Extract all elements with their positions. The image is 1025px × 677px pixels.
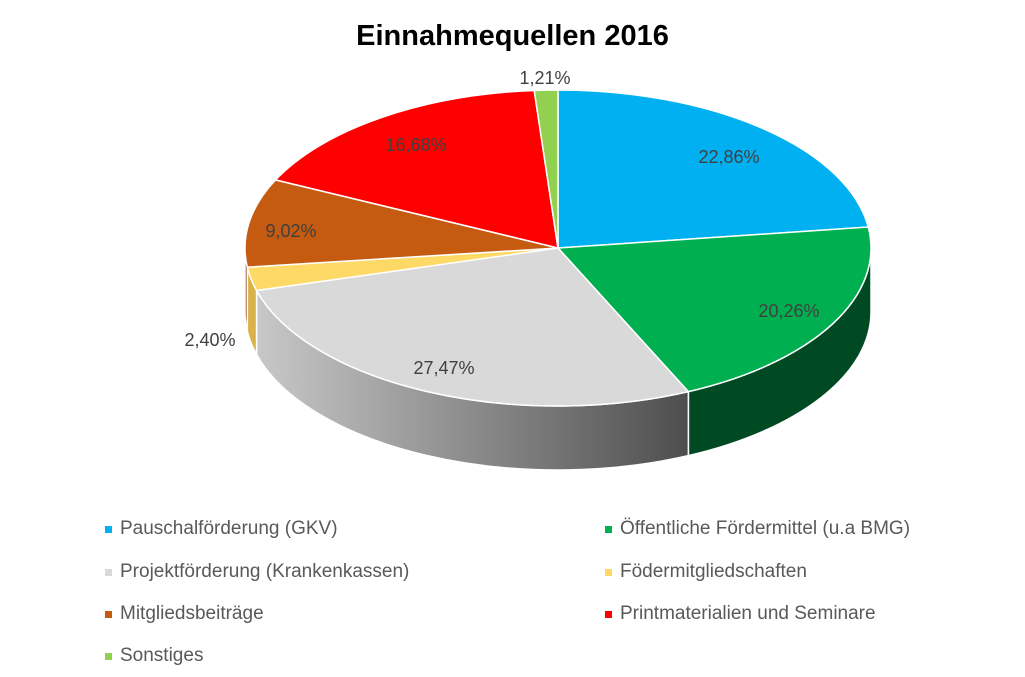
- chart-title: Einnahmequellen 2016: [356, 20, 669, 52]
- data-label: 22,86%: [698, 147, 759, 167]
- legend-swatch: [605, 610, 612, 618]
- pie-slice: [556, 226, 872, 393]
- pie-slice: [533, 89, 559, 249]
- legend-swatch: [105, 568, 112, 576]
- legend-label: Sonstiges: [120, 645, 204, 666]
- data-label: 9,02%: [265, 221, 316, 241]
- data-label: 2,40%: [184, 330, 235, 350]
- legend-swatch: [605, 525, 612, 533]
- legend-swatch: [105, 525, 112, 533]
- legend-swatch: [105, 610, 112, 618]
- data-label: 20,26%: [758, 301, 819, 321]
- pie-slice: [244, 179, 559, 268]
- legend-label: Printmaterialien und Seminare: [620, 603, 876, 624]
- legend-swatch: [105, 652, 112, 660]
- data-label: 1,21%: [519, 68, 570, 88]
- legend-item: Sonstiges: [105, 645, 203, 667]
- pie-slice: [255, 247, 690, 407]
- pie-slice: [557, 89, 870, 249]
- legend-item: Pauschalförderung (GKV): [105, 518, 338, 540]
- legend-label: Pauschalförderung (GKV): [120, 518, 338, 539]
- legend-item: Födermitgliedschaften: [605, 561, 807, 583]
- legend-item: Printmaterialien und Seminare: [605, 603, 876, 625]
- data-label: 27,47%: [413, 358, 474, 378]
- legend-label: Mitgliedsbeiträge: [120, 603, 264, 624]
- legend-label: Öffentliche Fördermittel (u.a BMG): [620, 518, 911, 539]
- legend-swatch: [605, 568, 612, 576]
- pie-slice: [274, 89, 559, 249]
- legend-label: Projektförderung (Krankenkassen): [120, 561, 410, 582]
- legend-item: Projektförderung (Krankenkassen): [105, 561, 409, 583]
- legend-item: Öffentliche Fördermittel (u.a BMG): [605, 518, 910, 540]
- legend-label: Födermitgliedschaften: [620, 561, 807, 582]
- data-label: 16,68%: [385, 135, 446, 155]
- legend-item: Mitgliedsbeiträge: [105, 603, 264, 625]
